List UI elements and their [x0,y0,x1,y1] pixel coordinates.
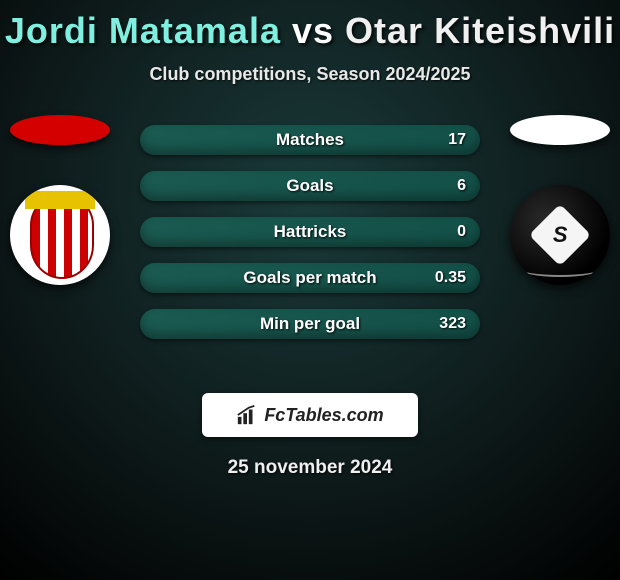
stat-right-value: 6 [457,177,466,195]
player1-club-badge [10,185,110,285]
vs-text: vs [292,10,334,51]
stat-label: Goals per match [243,268,376,288]
sturm-badge-inner: S [529,204,591,266]
subtitle: Club competitions, Season 2024/2025 [0,64,620,85]
date-text: 25 november 2024 [0,457,620,479]
branding-text: FcTables.com [264,405,383,426]
stat-label: Goals [286,176,333,196]
player2-club-badge: S [510,185,610,285]
player2-name: Otar Kiteishvili [345,10,615,51]
player-left-slot [10,115,110,285]
stat-right-value: 17 [448,131,466,149]
stat-row-matches: Matches 17 [140,125,480,155]
stat-label: Min per goal [260,314,360,334]
branding-badge: FcTables.com [202,393,418,437]
comparison-title: Jordi Matamala vs Otar Kiteishvili [0,0,620,52]
stat-right-value: 0.35 [435,269,466,287]
stat-row-goals: Goals 6 [140,171,480,201]
stat-row-mpg: Min per goal 323 [140,309,480,339]
stat-row-gpm: Goals per match 0.35 [140,263,480,293]
player2-flag [510,115,610,145]
stat-label: Hattricks [274,222,347,242]
stat-right-value: 323 [439,315,466,333]
player-right-slot: S [510,115,610,285]
stat-right-value: 0 [457,223,466,241]
stat-label: Matches [276,130,344,150]
stats-table: Matches 17 Goals 6 Hattricks 0 Goals per… [140,125,480,355]
player1-flag [10,115,110,145]
stat-row-hattricks: Hattricks 0 [140,217,480,247]
content-area: S Matches 17 Goals 6 Hattricks 0 Goals p… [0,115,620,365]
player1-name: Jordi Matamala [5,10,281,51]
bar-chart-icon [236,404,258,426]
